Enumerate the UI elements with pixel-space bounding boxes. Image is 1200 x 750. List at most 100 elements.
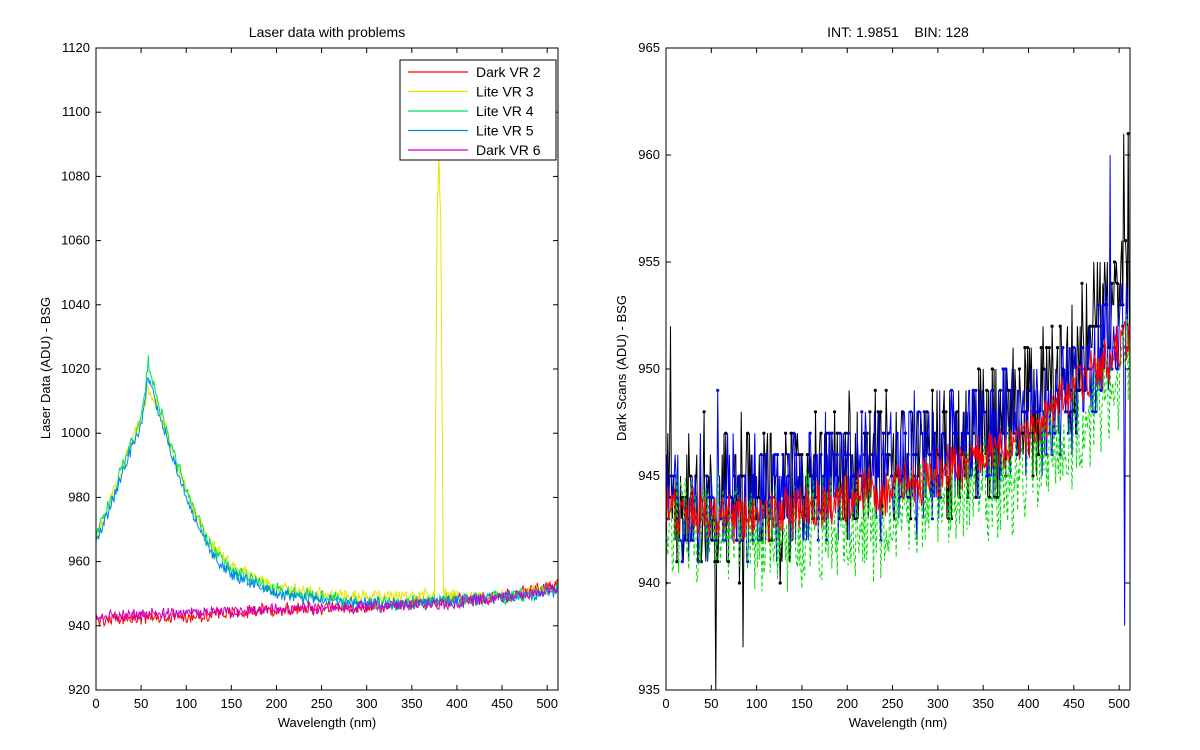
data-point xyxy=(1091,410,1095,414)
data-point xyxy=(928,453,932,457)
series-group xyxy=(666,132,1130,690)
data-point xyxy=(729,495,733,499)
data-point xyxy=(797,453,801,457)
data-point xyxy=(1094,410,1098,414)
data-point xyxy=(835,431,839,435)
data-point xyxy=(1042,367,1046,371)
x-tick-label: 50 xyxy=(134,696,148,711)
data-point xyxy=(871,453,875,457)
x-tick-label: 400 xyxy=(1018,696,1040,711)
legend-item-label: Lite VR 5 xyxy=(476,123,534,139)
data-point xyxy=(914,517,918,521)
x-tick-label: 300 xyxy=(927,696,949,711)
data-point xyxy=(974,388,978,392)
data-point xyxy=(827,431,831,435)
data-point xyxy=(838,431,842,435)
data-point xyxy=(944,410,948,414)
y-tick-label: 1120 xyxy=(62,40,90,55)
data-point xyxy=(767,495,771,499)
data-point xyxy=(680,560,684,564)
data-point xyxy=(1047,346,1051,350)
data-point xyxy=(971,388,975,392)
data-point xyxy=(1069,410,1073,414)
data-point xyxy=(1055,388,1060,392)
data-point xyxy=(1023,346,1027,350)
data-point xyxy=(887,453,891,457)
y-tick-label: 935 xyxy=(638,682,660,697)
data-point xyxy=(1034,410,1038,414)
data-point xyxy=(1026,388,1030,392)
x-tick-label: 0 xyxy=(92,696,99,711)
data-point xyxy=(925,410,929,414)
x-tick-label: 450 xyxy=(491,696,513,711)
y-tick-label: 940 xyxy=(638,575,660,590)
x-tick-label: 500 xyxy=(1108,696,1130,711)
data-point xyxy=(1080,346,1084,350)
data-point xyxy=(900,474,905,478)
data-point xyxy=(702,410,706,414)
data-point xyxy=(672,474,676,478)
y-tick-label: 955 xyxy=(638,254,660,269)
data-point xyxy=(675,560,679,564)
data-point xyxy=(713,560,717,564)
data-point xyxy=(993,410,997,414)
y-tick-label: 960 xyxy=(638,147,660,162)
y-tick-label: 965 xyxy=(638,40,660,55)
data-point xyxy=(1004,367,1008,371)
data-point xyxy=(996,431,1000,435)
y-tick-label: 1080 xyxy=(61,168,90,183)
data-point xyxy=(808,431,812,435)
data-point xyxy=(813,410,818,414)
data-point xyxy=(735,538,739,542)
data-point xyxy=(819,453,823,457)
data-point xyxy=(949,388,954,392)
data-point xyxy=(1055,346,1060,350)
data-point xyxy=(1012,431,1016,435)
data-point xyxy=(1085,346,1089,350)
x-axis-label: Wavelength (nm) xyxy=(849,715,948,730)
data-point xyxy=(1007,388,1011,392)
x-tick-label: 200 xyxy=(836,696,858,711)
data-point xyxy=(1102,303,1106,307)
chart-title: INT: 1.9851 BIN: 128 xyxy=(827,24,969,40)
series-group xyxy=(96,152,558,628)
y-tick-label: 1100 xyxy=(62,104,90,119)
data-point xyxy=(990,367,994,371)
data-point xyxy=(933,431,937,435)
data-point xyxy=(778,581,782,585)
data-point xyxy=(1045,346,1049,350)
data-point xyxy=(920,431,924,435)
x-axis-label: Wavelength (nm) xyxy=(278,715,377,730)
data-point xyxy=(789,431,793,435)
data-point xyxy=(784,431,788,435)
y-tick-label: 1040 xyxy=(61,297,90,312)
data-point xyxy=(843,431,848,435)
data-point xyxy=(688,474,693,478)
data-point xyxy=(941,431,945,435)
data-point xyxy=(1061,346,1065,350)
x-tick-label: 100 xyxy=(746,696,768,711)
data-point xyxy=(1115,281,1119,285)
data-point xyxy=(884,388,888,392)
data-point xyxy=(833,410,837,414)
legend-item-label: Dark VR 2 xyxy=(476,64,541,80)
data-point xyxy=(737,581,742,585)
y-tick-label: 920 xyxy=(68,682,90,697)
y-tick-label: 960 xyxy=(68,554,90,569)
y-tick-label: 980 xyxy=(68,489,90,504)
data-point xyxy=(895,431,899,435)
data-point xyxy=(952,431,956,435)
data-point xyxy=(1036,453,1041,457)
data-point xyxy=(1113,260,1117,264)
x-tick-label: 200 xyxy=(266,696,288,711)
series-line xyxy=(96,584,558,622)
data-point xyxy=(746,431,750,435)
x-tick-label: 150 xyxy=(791,696,813,711)
data-point xyxy=(786,453,790,457)
data-point xyxy=(1020,410,1024,414)
data-point xyxy=(1058,453,1062,457)
y-axis-label: Laser Data (ADU) - BSG xyxy=(38,297,53,439)
data-point xyxy=(868,410,872,414)
y-tick-label: 1020 xyxy=(61,361,90,376)
